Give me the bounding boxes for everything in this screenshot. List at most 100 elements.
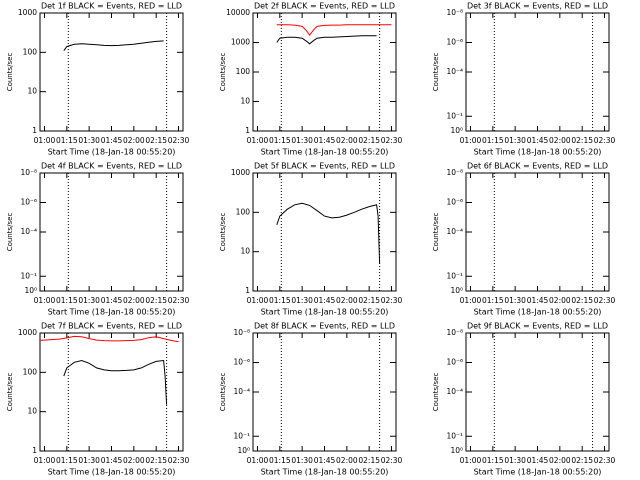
- x-axis-label: Start Time (18-Jan-18 00:55:20): [48, 468, 176, 477]
- plot-frame: [39, 12, 184, 132]
- x-axis-label: Start Time (18-Jan-18 00:55:20): [48, 308, 176, 317]
- y-tick-label: 10: [27, 87, 37, 96]
- x-tick-label: 02:30: [594, 456, 616, 465]
- y-axis-label: Counts/sec: [6, 373, 14, 412]
- plot-frame: [252, 12, 397, 132]
- plot-frame: [465, 332, 610, 452]
- y-tick-label: 1000: [231, 38, 250, 47]
- data-line: [276, 202, 381, 264]
- x-tick-label: 01:15: [56, 456, 78, 465]
- chart-title: Det 5f BLACK = Events, RED = LLD: [254, 162, 395, 171]
- x-tick-label: 01:30: [291, 136, 313, 145]
- y-tick-label: 10⁻⁴: [20, 227, 37, 236]
- data-line: [276, 24, 392, 36]
- x-tick-label: 02:30: [594, 296, 616, 305]
- y-tick-label: 10⁻¹: [446, 431, 463, 440]
- x-tick-label: 02:00: [336, 296, 358, 305]
- x-tick-label: 02:30: [381, 296, 403, 305]
- x-tick-label: 02:30: [594, 136, 616, 145]
- y-tick-label: 10⁻⁸: [233, 328, 250, 337]
- chart-title: Det 7f BLACK = Events, RED = LLD: [41, 322, 182, 331]
- x-tick-label: 02:00: [336, 136, 358, 145]
- x-tick-label: 02:15: [145, 456, 167, 465]
- x-axis-label: Start Time (18-Jan-18 00:55:20): [48, 148, 176, 157]
- x-tick-label: 02:00: [549, 136, 571, 145]
- x-axis-label: Start Time (18-Jan-18 00:55:20): [261, 308, 389, 317]
- y-tick-label: 10⁻⁴: [446, 67, 463, 76]
- plot-frame: [465, 12, 610, 132]
- x-axis-label: Start Time (18-Jan-18 00:55:20): [261, 148, 389, 157]
- x-tick-label: 01:45: [314, 136, 336, 145]
- y-tick-label: 10⁻⁶: [233, 358, 250, 367]
- y-tick-label: 100: [23, 47, 38, 56]
- y-axis-label: Counts/sec: [219, 373, 227, 412]
- y-tick-label: 10⁰: [450, 446, 463, 455]
- x-tick-label: 02:15: [145, 136, 167, 145]
- x-tick-label: 01:45: [314, 456, 336, 465]
- x-tick-label: 02:30: [381, 456, 403, 465]
- x-tick-label: 01:30: [78, 296, 100, 305]
- x-tick-label: 01:45: [527, 456, 549, 465]
- x-tick-label: 02:00: [123, 296, 145, 305]
- x-tick-label: 02:00: [123, 136, 145, 145]
- x-tick-label: 02:00: [123, 456, 145, 465]
- x-tick-label: 02:15: [358, 456, 380, 465]
- y-tick-label: 10⁻⁸: [446, 168, 463, 177]
- y-tick-label: 1000: [18, 328, 37, 337]
- plot-frame: [39, 172, 184, 292]
- x-tick-label: 02:00: [549, 456, 571, 465]
- x-tick-label: 02:30: [168, 456, 190, 465]
- x-tick-label: 02:15: [145, 296, 167, 305]
- x-tick-label: 02:30: [381, 136, 403, 145]
- y-axis-label: Counts/sec: [6, 53, 14, 92]
- x-axis-label: Start Time (18-Jan-18 00:55:20): [474, 148, 602, 157]
- x-tick-label: 01:45: [314, 296, 336, 305]
- y-tick-label: 10⁰: [237, 446, 250, 455]
- chart-title: Det 1f BLACK = Events, RED = LLD: [41, 2, 182, 11]
- y-tick-label: 10⁻¹: [233, 431, 250, 440]
- x-tick-label: 02:15: [358, 136, 380, 145]
- data-line: [63, 359, 168, 405]
- x-tick-label: 01:30: [291, 296, 313, 305]
- chart-title: Det 9f BLACK = Events, RED = LLD: [467, 322, 608, 331]
- y-tick-label: 100: [236, 207, 251, 216]
- x-axis-label: Start Time (18-Jan-18 00:55:20): [474, 468, 602, 477]
- x-tick-label: 01:00: [247, 136, 269, 145]
- y-tick-label: 1000: [18, 8, 37, 17]
- chart-title: Det 3f BLACK = Events, RED = LLD: [467, 2, 608, 11]
- x-tick-label: 01:45: [101, 136, 123, 145]
- x-axis-label: Start Time (18-Jan-18 00:55:20): [261, 468, 389, 477]
- x-tick-label: 01:45: [101, 456, 123, 465]
- x-tick-label: 01:00: [460, 456, 482, 465]
- y-tick-label: 10⁰: [24, 286, 37, 295]
- x-tick-label: 02:00: [549, 296, 571, 305]
- y-tick-label: 100: [236, 67, 251, 76]
- y-tick-label: 10: [240, 247, 250, 256]
- y-tick-label: 10⁻⁶: [446, 198, 463, 207]
- chart-title: Det 6f BLACK = Events, RED = LLD: [467, 162, 608, 171]
- y-tick-label: 10⁻⁴: [446, 227, 463, 236]
- x-tick-label: 01:15: [269, 136, 291, 145]
- x-tick-label: 02:30: [168, 136, 190, 145]
- y-axis-label: Counts/sec: [432, 213, 440, 252]
- y-tick-label: 1: [245, 286, 250, 295]
- x-tick-label: 01:00: [460, 136, 482, 145]
- x-tick-label: 01:15: [269, 456, 291, 465]
- y-tick-label: 10⁻⁶: [446, 38, 463, 47]
- data-line: [39, 335, 179, 343]
- chart-title: Det 8f BLACK = Events, RED = LLD: [254, 322, 395, 331]
- x-tick-label: 02:00: [336, 456, 358, 465]
- y-axis-label: Counts/sec: [432, 373, 440, 412]
- chart-title: Det 2f BLACK = Events, RED = LLD: [254, 2, 395, 11]
- plot-frame: [465, 172, 610, 292]
- y-axis-label: Counts/sec: [6, 213, 14, 252]
- y-tick-label: 1: [32, 126, 37, 135]
- x-tick-label: 01:30: [78, 136, 100, 145]
- y-tick-label: 10⁻⁶: [446, 358, 463, 367]
- y-tick-label: 10⁰: [450, 286, 463, 295]
- y-axis-label: Counts/sec: [219, 213, 227, 252]
- y-tick-label: 10⁻⁸: [446, 8, 463, 17]
- x-tick-label: 01:30: [504, 456, 526, 465]
- y-tick-label: 10⁻⁴: [446, 387, 463, 396]
